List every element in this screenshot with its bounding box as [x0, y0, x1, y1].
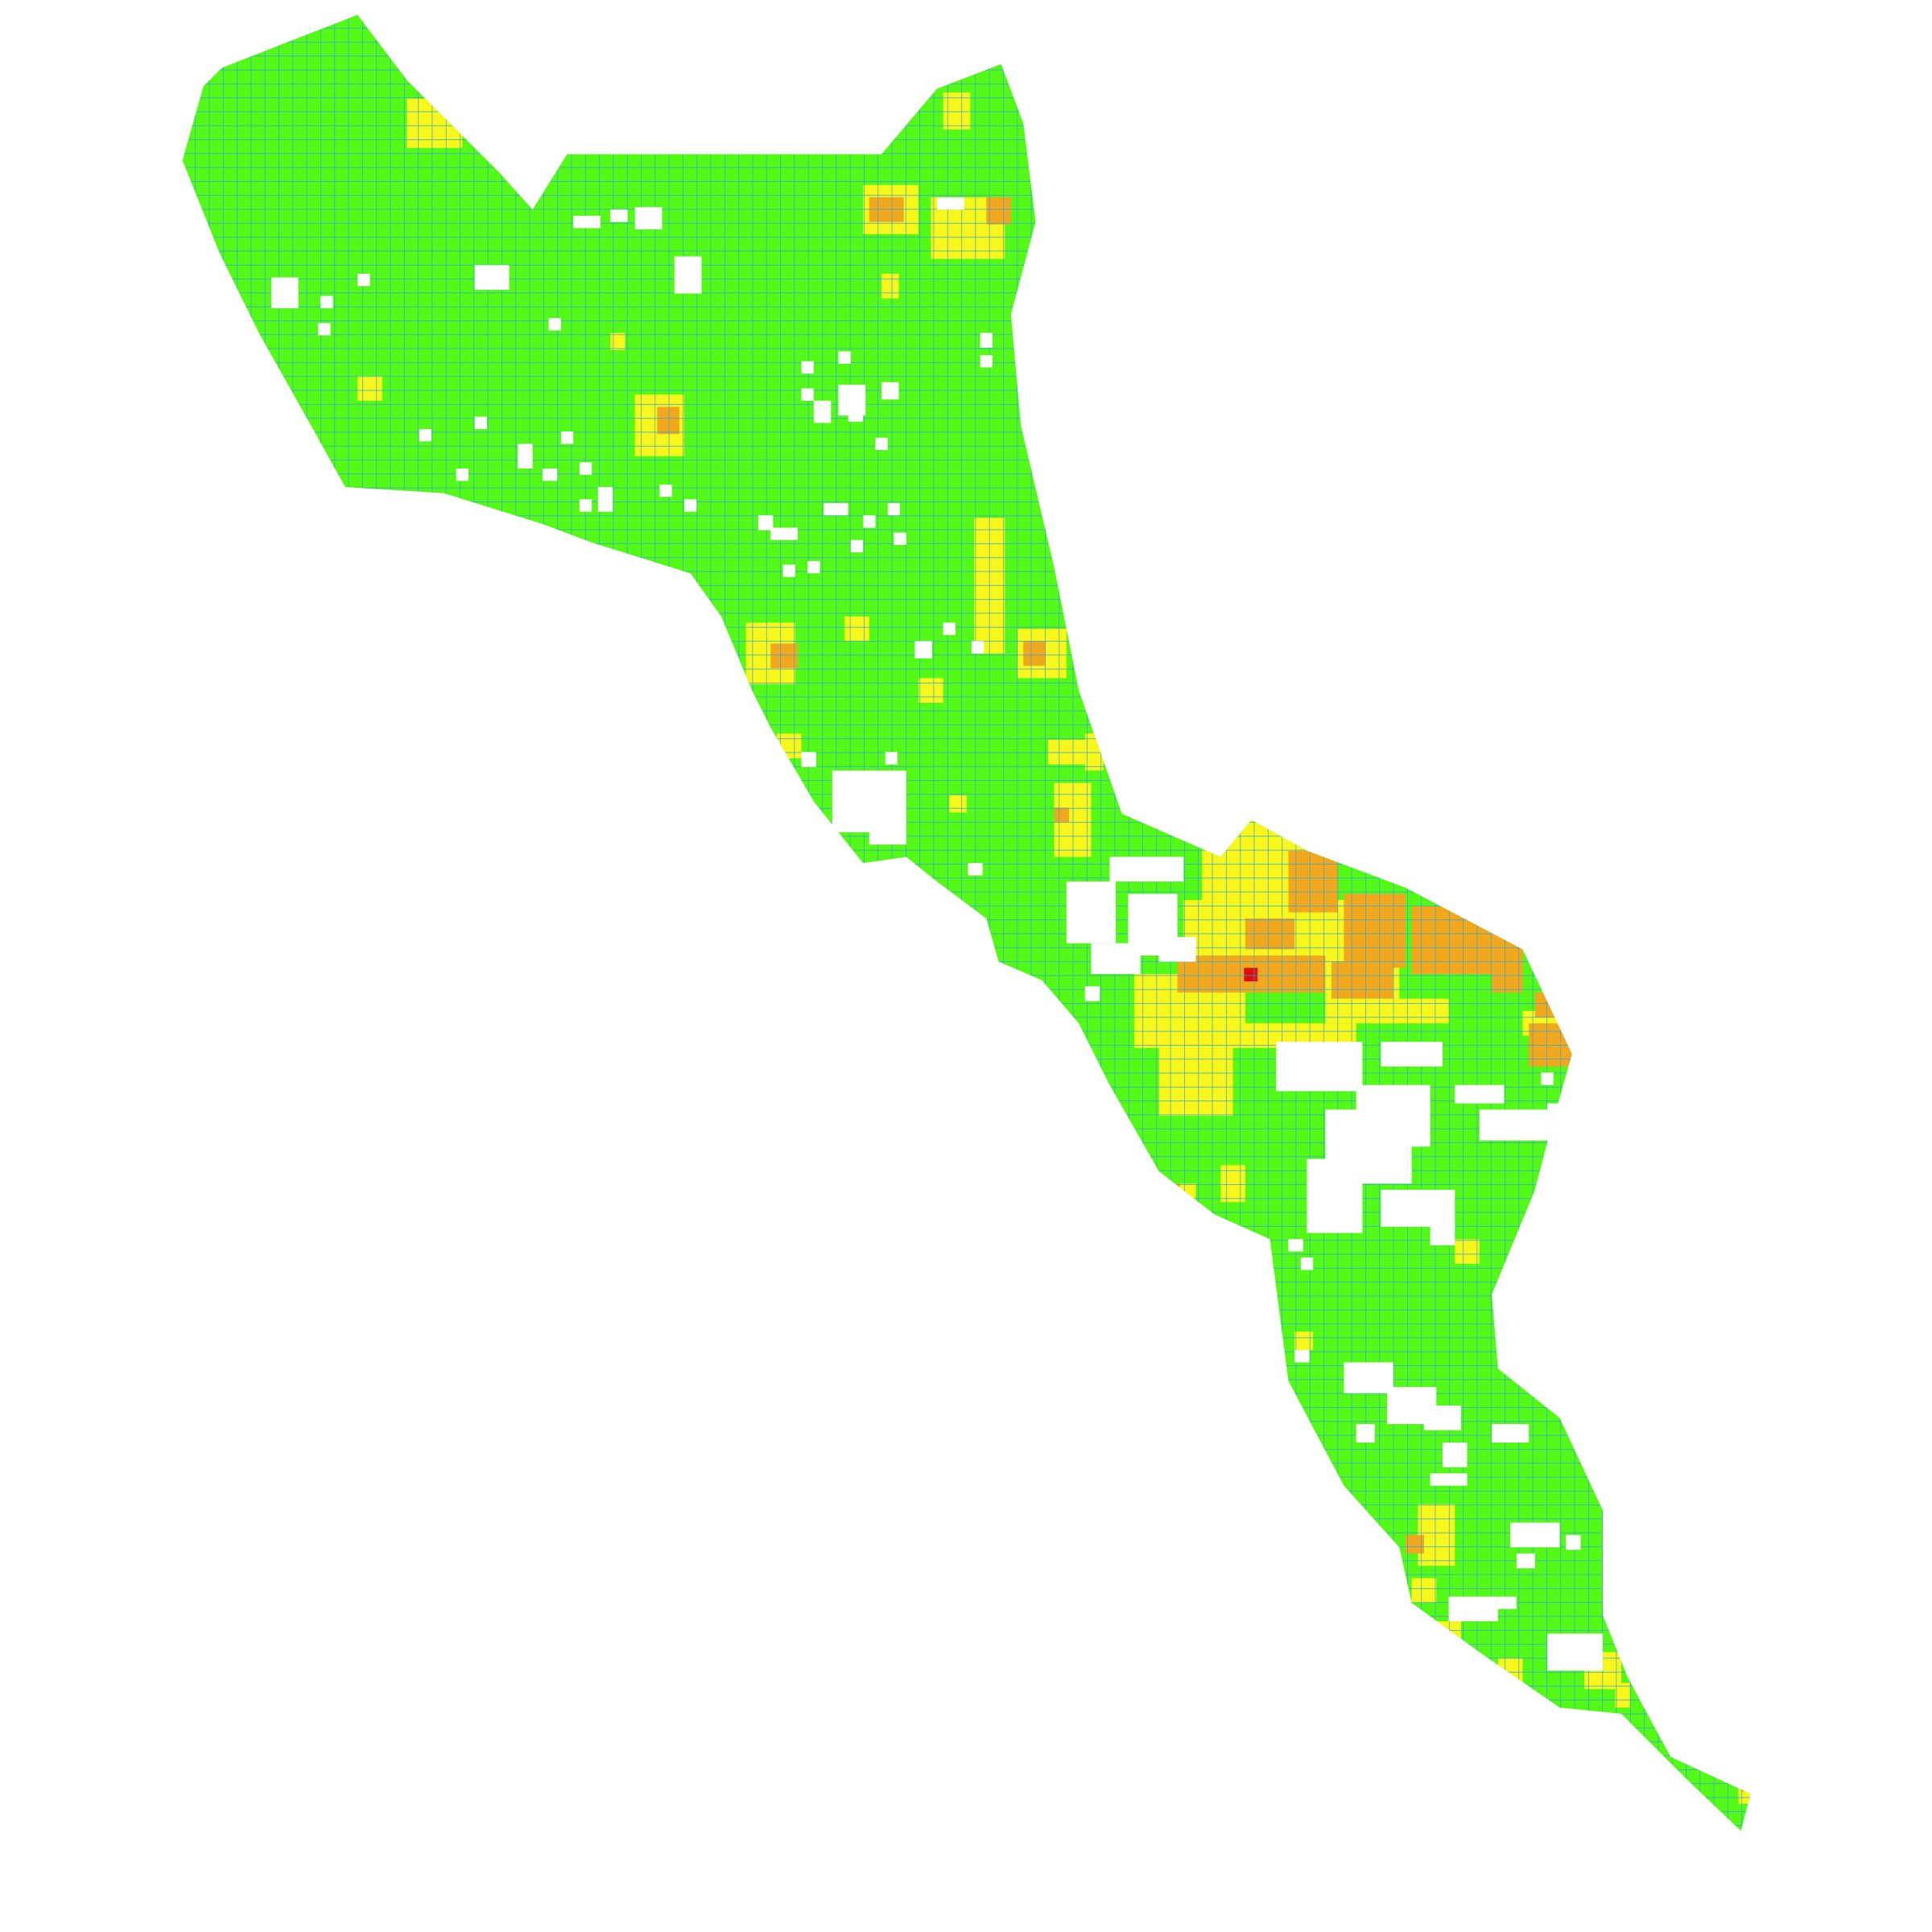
nodata-cell [887, 502, 901, 516]
nodata-cell [824, 502, 848, 516]
nodata-cell [1566, 1534, 1581, 1550]
nodata-cell [419, 428, 432, 442]
nodata-cell [1442, 1442, 1468, 1468]
nodata-cell [1381, 1189, 1455, 1227]
nodata-cell [610, 209, 628, 222]
nodata-cell [1423, 1406, 1461, 1430]
nodata-cell [1084, 986, 1100, 1001]
nodata-cell [1158, 937, 1196, 962]
nodata-cell [1288, 1239, 1303, 1252]
nodata-cell [1547, 1633, 1604, 1671]
nodata-cell [1455, 1084, 1505, 1104]
nodata-cell [1448, 1596, 1498, 1622]
nodata-cell [1430, 1473, 1468, 1486]
high-cell [1608, 1621, 1622, 1632]
nodata-cell [885, 752, 898, 765]
nodata-cell [456, 469, 469, 481]
nodata-cell [1356, 1423, 1375, 1443]
nodata-cell [357, 274, 370, 287]
nodata-cell [801, 361, 814, 374]
nodata-cell [542, 469, 558, 481]
nodata-cell [943, 622, 956, 635]
nodata-cell [1497, 1596, 1517, 1609]
nodata-cell [270, 277, 299, 308]
nodata-cell [881, 382, 899, 400]
nodata-cell [914, 641, 932, 658]
nodata-cell [971, 641, 985, 654]
nodata-cell [782, 564, 795, 577]
nodata-cell [1109, 857, 1184, 882]
nodata-cell [813, 400, 832, 423]
nodata-cell [807, 560, 820, 574]
nodata-cell [518, 444, 533, 469]
nodata-cell [674, 256, 702, 294]
nodata-cell [1300, 1257, 1314, 1270]
nodata-cell [560, 431, 574, 444]
nodata-cell [1541, 1072, 1554, 1085]
nodata-cell [573, 216, 601, 229]
nodata-cell [634, 207, 663, 229]
nodata-cell [848, 407, 864, 422]
nodata-cell [1344, 1362, 1393, 1393]
nodata-cell [1294, 1350, 1310, 1363]
nodata-cell [980, 332, 993, 348]
nodata-cell [801, 752, 816, 767]
nodata-cell [579, 499, 592, 512]
nodata-cell [838, 351, 851, 364]
nodata-cell [474, 265, 510, 290]
nodata-cell [980, 355, 993, 368]
nodata-cell [1066, 881, 1117, 943]
nodata-cell [1276, 1042, 1363, 1092]
nodata-cell [869, 819, 906, 845]
nodata-cell [659, 484, 672, 497]
nodata-cell [850, 539, 864, 553]
nodata-cell [684, 499, 697, 512]
nodata-cell [318, 323, 331, 336]
nodata-cell [1516, 1553, 1535, 1569]
nodata-cell [770, 527, 798, 540]
nodata-cell [474, 416, 487, 429]
nodata-cell [597, 486, 613, 512]
nodata-cell [875, 437, 888, 451]
nodata-cell [1479, 1109, 1554, 1141]
nodata-cell [548, 318, 561, 331]
nodata-cell [1510, 1522, 1560, 1548]
nodata-cell [1547, 1103, 1563, 1135]
nodata-cell [968, 863, 983, 876]
nodata-cell [1381, 1042, 1443, 1067]
nodata-cell [320, 295, 333, 308]
high-cell [1740, 1781, 1751, 1792]
nodata-cell [1430, 1220, 1455, 1245]
nodata-cell [937, 197, 964, 210]
nodata-cell [863, 515, 876, 528]
nodata-cell [758, 515, 774, 530]
nodata-cell [1307, 1158, 1363, 1233]
nodata-cells [270, 197, 1604, 1671]
nodata-cell [579, 462, 592, 475]
nodata-cell [1492, 1423, 1530, 1443]
nodata-cell [894, 532, 906, 545]
nodata-cell [801, 388, 814, 401]
